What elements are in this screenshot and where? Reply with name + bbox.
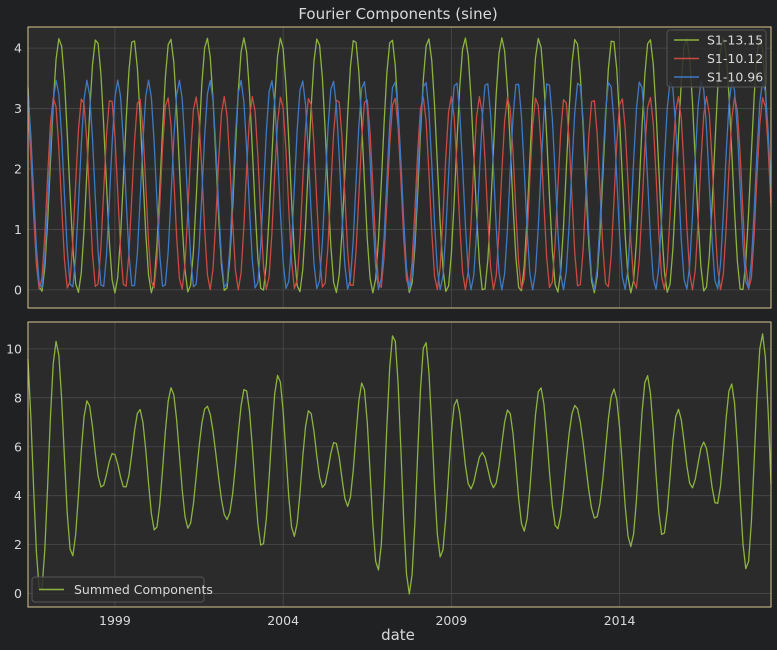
bottom-legend: Summed Components (31, 576, 213, 603)
top-legend: S1-13.15 S1-10.12 S1-10.96 (666, 29, 767, 88)
y-tick-label-bot-0: 0 (14, 586, 22, 601)
legend-label-s1-10-12: S1-10.12 (707, 51, 763, 66)
x-tick-label-3: 2014 (604, 613, 636, 628)
top-y-ticks: 0 1 2 3 4 (14, 41, 22, 298)
y-tick-label-top-3: 3 (14, 101, 22, 116)
top-legend-box (666, 29, 767, 88)
bottom-chart: 0 2 4 6 8 10 1999 2004 2009 2014 Summed Componen… (6, 321, 772, 644)
y-tick-label-bot-4: 8 (14, 390, 22, 405)
bottom-y-ticks: 0 2 4 6 8 10 (6, 341, 22, 601)
x-tick-label-1: 2004 (267, 613, 299, 628)
legend-label-summed: Summed Components (74, 582, 213, 597)
x-tick-label-0: 1999 (99, 613, 131, 628)
top-chart: Fourier Components (sine) 0 1 2 3 4 S1-13.15… (14, 5, 772, 309)
series-line-s1-10-96 (27, 79, 772, 291)
y-tick-label-top-0: 0 (14, 282, 22, 297)
top-chart-title: Fourier Components (sine) (298, 5, 497, 23)
x-tick-label-2: 2009 (435, 613, 467, 628)
bottom-x-ticks: 1999 2004 2009 2014 (99, 613, 636, 628)
y-tick-label-top-4: 4 (14, 41, 22, 56)
top-plot-frame (27, 26, 772, 309)
y-tick-label-bot-2: 4 (14, 488, 22, 503)
y-tick-label-top-2: 2 (14, 162, 22, 177)
y-tick-label-bot-5: 10 (6, 341, 22, 356)
y-tick-label-top-1: 1 (14, 222, 22, 237)
y-tick-label-bot-3: 6 (14, 439, 22, 454)
bottom-legend-box (31, 576, 205, 603)
bottom-plot-frame (27, 321, 772, 608)
y-tick-label-bot-1: 2 (14, 537, 22, 552)
x-axis-label: date (381, 626, 415, 644)
series-line-summed-components (27, 333, 772, 595)
series-line-s1-10-12 (27, 95, 772, 291)
top-series-group (27, 37, 772, 294)
bottom-plot-area (28, 322, 771, 607)
legend-label-s1-10-96: S1-10.96 (707, 70, 763, 85)
legend-label-s1-13-15: S1-13.15 (707, 33, 763, 48)
bottom-series-group (27, 333, 772, 595)
